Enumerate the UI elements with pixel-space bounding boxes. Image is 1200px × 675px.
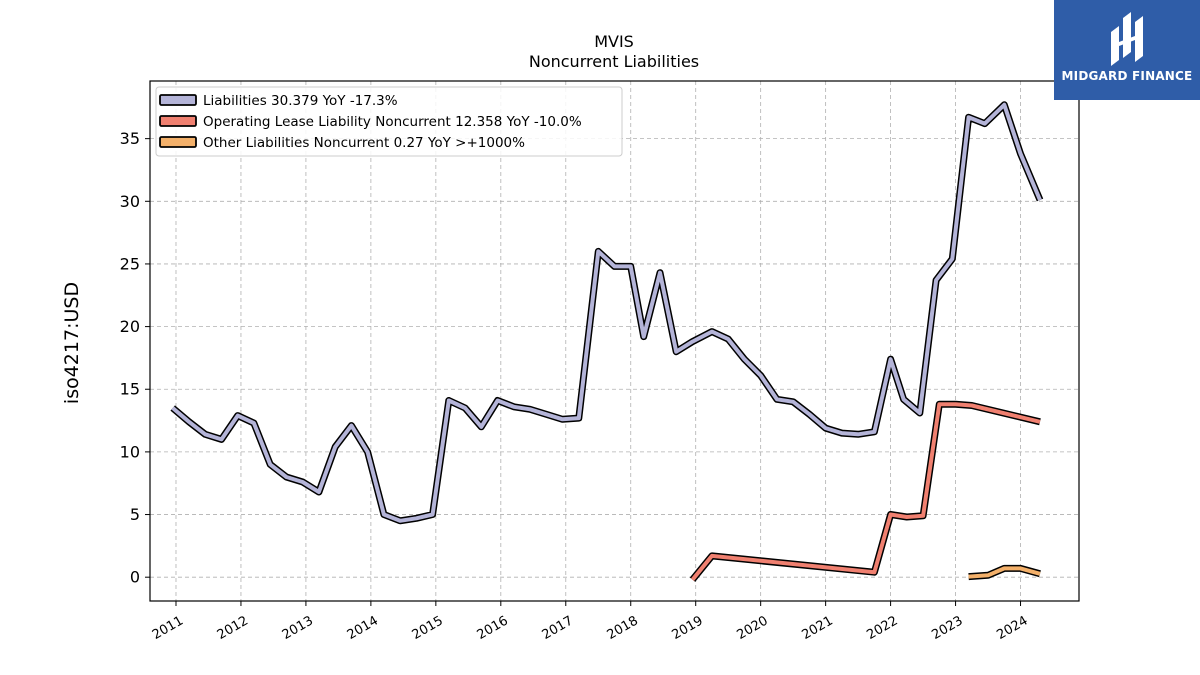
x-tick-label: 2021 — [799, 613, 835, 643]
series-0-outline — [170, 101, 1044, 525]
y-tick-label: 5 — [130, 505, 140, 524]
x-tick-label: 2019 — [670, 613, 706, 643]
y-tick-label: 20 — [120, 317, 140, 336]
axes: 0 5 10 15 20 25 30 35 2011 2012 2013 2014 2015 2016 20… — [120, 129, 1031, 643]
y-tick-label: 35 — [120, 129, 140, 148]
series-2-line — [968, 566, 1041, 579]
brand-logo: MIDGARD FINANCE — [1054, 0, 1200, 100]
legend: Liabilities 30.379 YoY -17.3% Operating L… — [155, 86, 623, 157]
x-tick-label: 2023 — [929, 613, 965, 643]
midgard-logo-icon — [1111, 12, 1143, 66]
legend-swatch-1 — [159, 115, 197, 127]
x-tick-label: 2012 — [215, 613, 251, 643]
x-tick-label: 2022 — [864, 613, 900, 643]
y-tick-label: 0 — [130, 568, 140, 587]
y-tick-label: 30 — [120, 192, 140, 211]
plot-frame — [149, 80, 1080, 602]
x-tick-label: 2013 — [280, 613, 316, 643]
legend-frame — [155, 86, 623, 157]
brand-name: MIDGARD FINANCE — [1061, 69, 1193, 83]
legend-label-0: Liabilities 30.379 YoY -17.3% — [203, 93, 398, 109]
y-tick-label: 25 — [120, 254, 140, 273]
chart-subtitle: Noncurrent Liabilities — [529, 52, 699, 71]
y-tick-label: 15 — [120, 380, 140, 399]
x-tick-label: 2015 — [410, 613, 446, 643]
x-tick-label: 2016 — [475, 613, 511, 643]
x-tick-label: 2017 — [540, 613, 576, 643]
chart-title: MVIS — [594, 32, 634, 51]
series-1-line — [690, 402, 1041, 581]
grid — [150, 81, 1079, 601]
legend-swatch-2 — [159, 136, 197, 148]
series-0-line — [171, 102, 1042, 523]
x-tick-label: 2011 — [150, 613, 186, 643]
series-layer — [170, 101, 1044, 582]
x-tick-label: 2014 — [345, 613, 381, 643]
x-tick-label: 2018 — [605, 613, 641, 643]
x-tick-label: 2024 — [994, 613, 1030, 643]
y-axis-label: iso4217:USD — [61, 282, 83, 404]
x-tick-label: 2020 — [735, 613, 771, 643]
legend-label-1: Operating Lease Liability Noncurrent 12.… — [203, 114, 582, 130]
y-tick-label: 10 — [120, 442, 140, 461]
legend-swatch-0 — [159, 94, 197, 106]
legend-label-2: Other Liabilities Noncurrent 0.27 YoY >+… — [203, 135, 525, 151]
